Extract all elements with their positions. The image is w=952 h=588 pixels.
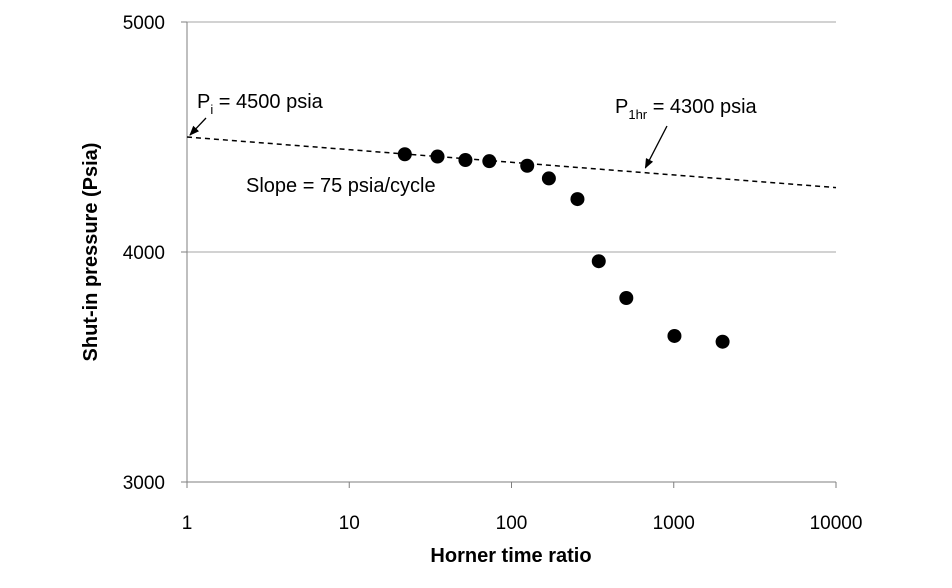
y-tick-label: 5000 xyxy=(123,13,165,34)
data-point xyxy=(458,153,473,167)
x-tick-label: 1000 xyxy=(653,513,695,534)
p1hr-arrow xyxy=(644,125,668,169)
x-tick-label: 100 xyxy=(496,513,528,534)
x-tick-label: 1 xyxy=(182,513,193,534)
y-tick-label: 4000 xyxy=(123,243,165,264)
tick-labels: 3000 4000 5000 1 10 100 1000 10000 xyxy=(123,13,863,534)
x-axis-title: Horner time ratio xyxy=(430,545,591,567)
data-point xyxy=(667,328,682,343)
data-point xyxy=(482,154,497,169)
data-point xyxy=(541,171,556,186)
data-point xyxy=(715,334,730,349)
y-axis-title: Shut-in pressure (Psia) xyxy=(80,143,102,362)
data-point xyxy=(397,147,412,162)
data-point xyxy=(430,149,445,164)
y-tick-label: 3000 xyxy=(123,473,165,494)
data-point xyxy=(520,158,535,173)
p1hr-annotation: P1hr = 4300 psia xyxy=(615,96,758,122)
pi-arrow xyxy=(189,117,207,136)
grid-lines xyxy=(187,21,836,253)
x-tick-label: 10000 xyxy=(810,513,863,534)
x-tick-label: 10 xyxy=(339,513,360,534)
data-point xyxy=(591,254,606,269)
data-point xyxy=(619,291,634,305)
data-point xyxy=(570,192,585,207)
axes xyxy=(181,21,837,488)
pi-annotation: Pi = 4500 psia xyxy=(197,91,324,117)
slope-annotation: Slope = 75 psia/cycle xyxy=(246,175,436,197)
trend-line xyxy=(186,136,837,189)
data-points xyxy=(397,147,730,349)
